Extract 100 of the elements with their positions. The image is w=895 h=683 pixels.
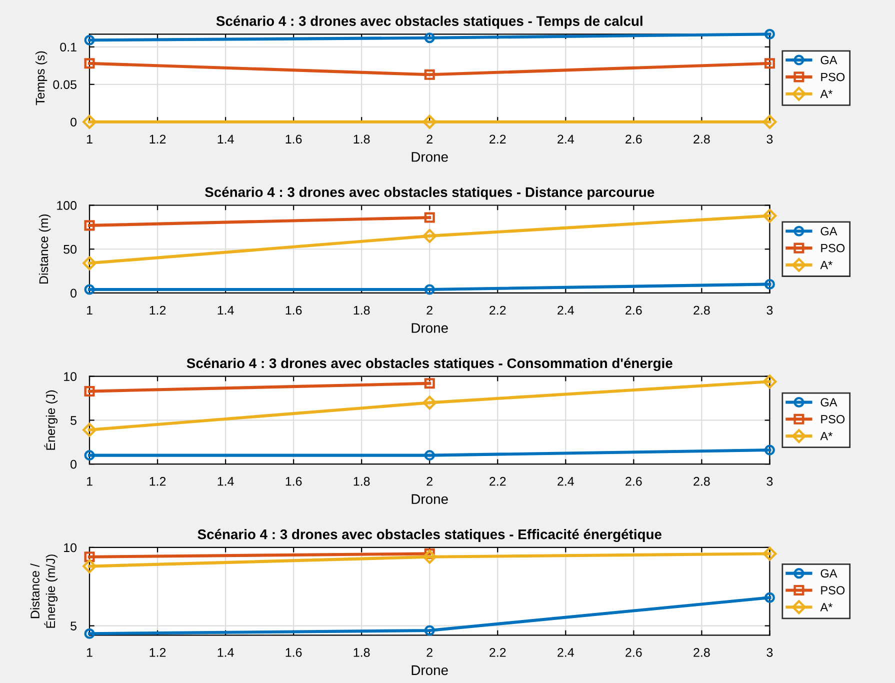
x-tick-label: 2.4: [558, 648, 574, 657]
x-tick-label: 2.2: [490, 134, 506, 144]
x-tick-label: 1.4: [218, 134, 234, 144]
legend-label: GA: [820, 398, 838, 406]
x-tick-label: 3: [766, 306, 773, 315]
x-tick-label: 2.6: [626, 306, 642, 315]
x-tick-label: 2: [426, 476, 432, 486]
x-tick-label: 1.8: [354, 476, 370, 486]
point: [424, 212, 435, 223]
point: [762, 546, 777, 561]
x-tick-label: 2.2: [490, 476, 506, 486]
legend-label: A*: [820, 603, 832, 612]
x-tick-label: 2.2: [490, 648, 506, 657]
x-tick-label: 1: [86, 306, 92, 315]
x-tick-label: 2.6: [626, 134, 642, 144]
x-tick-label: 1.6: [286, 306, 302, 315]
x-tick-label: 2: [426, 648, 432, 657]
point: [422, 228, 437, 243]
x-tick-label: 1.2: [150, 306, 166, 315]
legend-label: A*: [820, 90, 832, 98]
y-tick-label: 10: [64, 372, 77, 381]
point: [422, 114, 437, 129]
x-tick-label: 1: [86, 477, 92, 486]
legend-label: PSO: [821, 244, 845, 252]
point: [84, 628, 95, 639]
x-tick-label: 3: [766, 648, 773, 657]
x-tick-label: 2.6: [626, 648, 642, 657]
x-axis-title: Drone: [412, 152, 448, 162]
y-tick-label: 50: [64, 244, 77, 254]
y-tick-label: 0: [70, 288, 77, 298]
x-tick-label: 2.4: [558, 476, 574, 486]
point: [84, 220, 95, 231]
point: [84, 34, 95, 46]
x-tick-label: 2.6: [626, 476, 642, 486]
legend-label: A*: [820, 260, 832, 270]
point: [764, 278, 775, 290]
x-tick-label: 2: [426, 306, 432, 315]
point: [84, 58, 95, 69]
legend-label: GA: [820, 569, 838, 578]
y-tick-label: 0.05: [53, 80, 76, 90]
x-tick-label: 2.2: [490, 306, 506, 315]
point: [424, 625, 435, 636]
y-tick-label: 0: [70, 118, 77, 127]
y-axis-title: Temps (s): [35, 51, 48, 106]
legend-label: A*: [820, 432, 832, 440]
x-tick-label: 2.8: [694, 134, 710, 144]
y-axis-title: Distance (m): [38, 214, 51, 284]
chart-title: Scénario 4 : 3 drones avec obstacles statiques - Efficacité énergétique: [198, 528, 662, 542]
point: [422, 550, 437, 564]
legend-label: GA: [820, 227, 838, 236]
point: [764, 444, 775, 456]
x-axis-title: Drone: [412, 323, 448, 333]
x-tick-label: 1.8: [354, 306, 370, 315]
point: [84, 552, 95, 562]
point: [764, 58, 775, 69]
y-tick-label: 5: [70, 622, 76, 630]
x-axis-title: Drone: [412, 665, 448, 676]
x-tick-label: 2.8: [694, 306, 710, 315]
x-tick-label: 1.2: [150, 476, 166, 486]
x-tick-label: 1.8: [354, 134, 370, 144]
y-tick-label: 100: [57, 201, 77, 210]
point: [424, 284, 435, 295]
chart-title: Scénario 4 : 3 drones avec obstacles statiques - Distance parcourue: [205, 186, 654, 200]
point: [82, 422, 97, 437]
x-tick-label: 1.6: [286, 648, 302, 657]
point: [84, 284, 95, 295]
point: [762, 374, 777, 389]
x-tick-label: 1.4: [218, 306, 234, 315]
chart-title: Scénario 4 : 3 drones avec obstacles statiques - Consommation d'énergie: [186, 358, 672, 371]
y-tick-label: 10: [64, 543, 77, 552]
y-tick-label: 5: [70, 416, 76, 425]
x-tick-label: 1.4: [218, 648, 234, 657]
legend-label: PSO: [821, 586, 845, 594]
x-tick-label: 2.4: [558, 134, 574, 144]
x-tick-label: 1.4: [218, 477, 234, 486]
x-tick-label: 1.8: [354, 648, 370, 657]
x-tick-label: 1.2: [150, 134, 166, 144]
x-tick-label: 3: [766, 134, 773, 144]
point: [424, 378, 435, 389]
x-axis-title: Drone: [412, 494, 448, 504]
legend-label: GA: [820, 56, 838, 64]
x-tick-label: 2.4: [558, 306, 574, 315]
x-tick-label: 1: [86, 648, 92, 657]
y-axis-title: Distance / Énergie (m/J): [30, 554, 58, 628]
x-tick-label: 2: [426, 134, 432, 144]
x-tick-label: 3: [766, 476, 773, 486]
point: [422, 396, 437, 410]
point: [82, 559, 97, 574]
y-tick-label: 0.1: [60, 42, 76, 52]
x-tick-label: 1.6: [286, 476, 302, 486]
point: [424, 450, 435, 461]
chart-title: Scénario 4 : 3 drones avec obstacles statiques - Temps de calcul: [216, 16, 642, 29]
point: [764, 592, 775, 603]
y-tick-label: 0: [70, 460, 77, 469]
legend-label: PSO: [821, 72, 845, 82]
point: [84, 450, 95, 461]
point: [84, 386, 95, 397]
x-tick-label: 1.6: [286, 134, 302, 144]
point: [762, 208, 777, 223]
point: [82, 114, 97, 129]
